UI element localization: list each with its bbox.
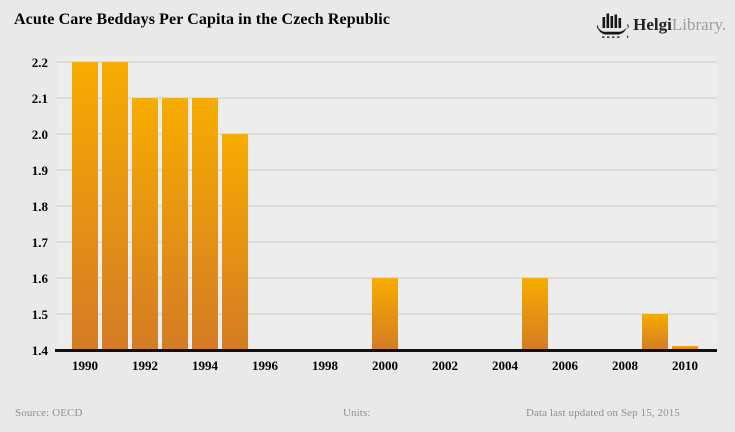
bar-2005 <box>522 278 548 350</box>
x-axis-label-2010: 2010 <box>672 358 698 373</box>
bar-2009 <box>642 314 668 350</box>
page-title: Acute Care Beddays Per Capita in the Cze… <box>14 11 391 28</box>
bar-2010 <box>672 346 698 350</box>
gridline-2.2 <box>57 61 717 63</box>
x-axis-label-1996: 1996 <box>252 358 278 373</box>
y-axis-label-1.8: 1.8 <box>31 199 48 214</box>
bar-1992 <box>132 98 158 350</box>
y-axis-label-1.5: 1.5 <box>31 307 48 322</box>
x-axis-label-2006: 2006 <box>552 358 578 373</box>
bar-1993 <box>162 98 188 350</box>
bar-1990 <box>72 62 98 350</box>
logo-wordmark: HelgiLibrary. <box>633 15 726 35</box>
logo-library: Library. <box>671 15 726 34</box>
y-axis-label-1.7: 1.7 <box>31 235 48 250</box>
x-axis-label-2002: 2002 <box>432 358 458 373</box>
x-axis-label-2004: 2004 <box>492 358 518 373</box>
viking-ship-bar-chart-icon <box>596 11 629 39</box>
x-axis-label-2000: 2000 <box>372 358 398 373</box>
gridline-1.9 <box>57 169 717 171</box>
x-axis-label-1998: 1998 <box>312 358 338 373</box>
source-label: Source: OECD <box>15 407 83 419</box>
gridline-2.0 <box>57 133 717 135</box>
y-axis-label-2.2: 2.2 <box>31 55 48 70</box>
x-axis-label-2008: 2008 <box>612 358 638 373</box>
units-label: Units: <box>343 407 371 419</box>
gridline-1.8 <box>57 205 717 207</box>
bar-1991 <box>102 62 128 350</box>
bar-1995 <box>222 134 248 350</box>
y-axis-label-1.9: 1.9 <box>31 163 48 178</box>
y-axis-label-2.0: 2.0 <box>31 127 48 142</box>
helgi-library-logo: HelgiLibrary. <box>596 11 726 39</box>
x-axis-line <box>55 349 717 352</box>
y-axis-label-1.4: 1.4 <box>31 343 48 358</box>
x-axis-label-1990: 1990 <box>72 358 98 373</box>
gridline-2.1 <box>57 97 717 99</box>
y-axis-label-1.6: 1.6 <box>31 271 48 286</box>
bar-1994 <box>192 98 218 350</box>
bar-2000 <box>372 278 398 350</box>
logo-helgi: Helgi <box>633 15 672 34</box>
x-axis-label-1994: 1994 <box>192 358 218 373</box>
last-updated-label: Data last updated on Sep 15, 2015 <box>526 407 680 419</box>
x-axis-label-1992: 1992 <box>132 358 158 373</box>
gridline-1.7 <box>57 241 717 243</box>
y-axis-label-2.1: 2.1 <box>31 91 48 106</box>
